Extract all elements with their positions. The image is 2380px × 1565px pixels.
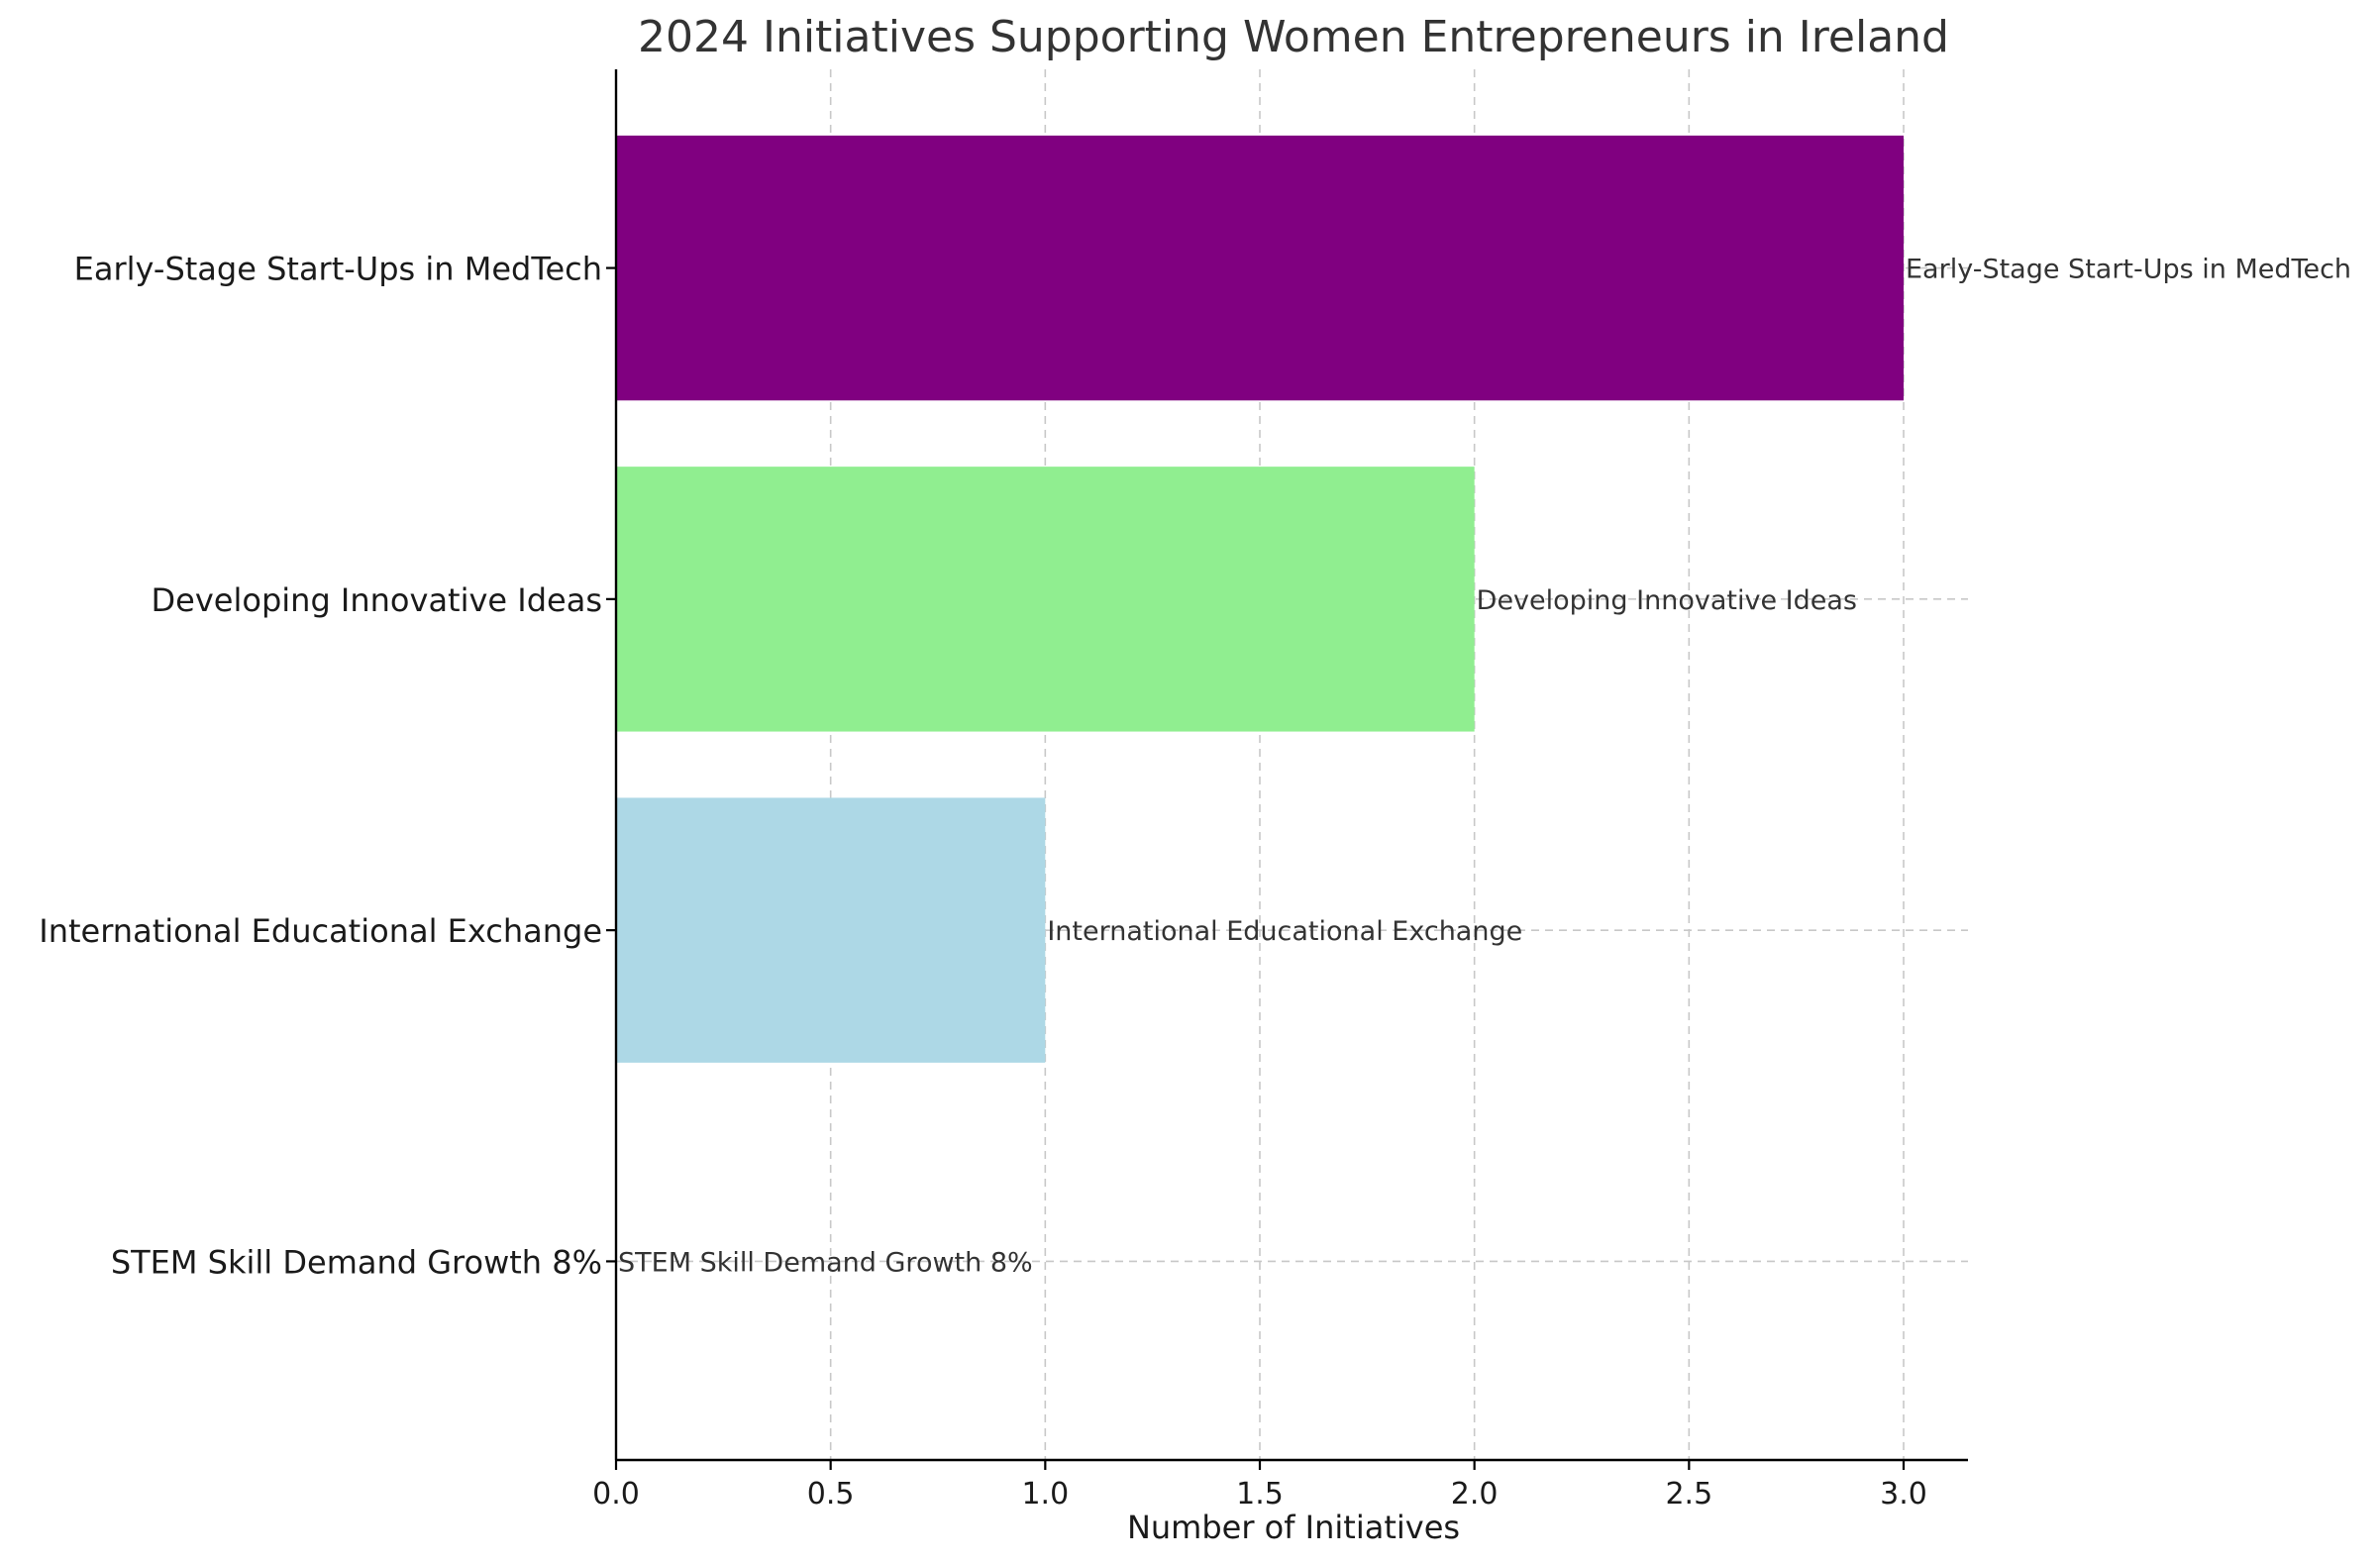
y-tick-label: Early-Stage Start-Ups in MedTech [74,251,602,288]
bar-data-label: International Educational Exchange [1047,916,1522,947]
y-tick-label: STEM Skill Demand Growth 8% [111,1243,602,1281]
label-layer: Early-Stage Start-Ups in MedTech Developi… [618,255,2351,1279]
x-tick-label: 2.0 [1451,1477,1499,1512]
y-tick-label: Developing Innovative Ideas [152,581,602,619]
x-tick-label: 1.5 [1236,1477,1284,1512]
x-tick-label: 0.0 [592,1477,640,1512]
chart-title: 2024 Initiatives Supporting Women Entrep… [638,12,1949,62]
x-tick-label: 2.5 [1665,1477,1712,1512]
x-tick-label: 3.0 [1880,1477,1927,1512]
bar-3 [616,797,1046,1063]
axis-layer: 0.0 0.5 1.0 1.5 2.0 2.5 3.0 Early-Stage Start-U… [39,69,1968,1512]
bar-1 [616,135,1904,401]
x-tick-label: 0.5 [807,1477,855,1512]
bar-data-label: STEM Skill Demand Growth 8% [618,1247,1033,1278]
bar-data-label: Developing Innovative Ideas [1477,585,1857,616]
bar-2 [616,467,1475,732]
bar-data-label: Early-Stage Start-Ups in MedTech [1906,255,2351,285]
bar-layer [616,135,1904,1063]
x-tick-label: 1.0 [1021,1477,1069,1512]
x-axis-label: Number of Initiatives [1127,1509,1460,1546]
y-tick-label: International Educational Exchange [39,912,602,950]
